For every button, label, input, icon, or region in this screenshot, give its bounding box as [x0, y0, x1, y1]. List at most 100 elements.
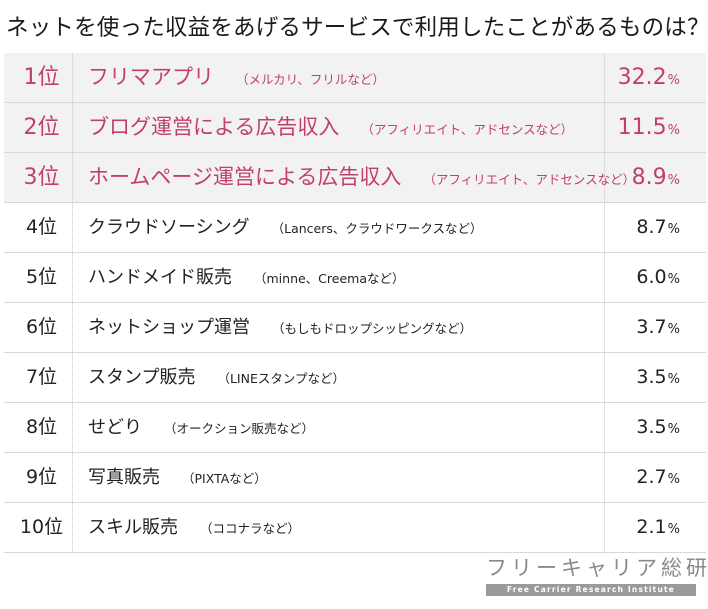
service-examples: （オークション販売など）	[164, 421, 315, 436]
percentage-value: 8.9	[631, 165, 667, 190]
percentage-unit: %	[667, 322, 680, 337]
percentage-cell: 3.5%	[636, 403, 680, 454]
column-divider	[604, 503, 605, 552]
percentage-cell: 2.1%	[636, 503, 680, 554]
column-divider	[72, 453, 73, 502]
rank-label: 5位	[25, 266, 58, 288]
table-row: 8位 せどり （オークション販売など） 3.5%	[4, 403, 706, 453]
rank-label: 8位	[25, 416, 58, 438]
service-cell: クラウドソーシング （Lancers、クラウドワークスなど）	[88, 203, 483, 253]
column-divider	[72, 203, 73, 252]
column-divider	[72, 353, 73, 402]
column-divider	[72, 303, 73, 352]
percentage-cell: 8.9%	[632, 153, 680, 205]
service-name: ホームページ運営による広告収入	[88, 165, 402, 189]
table-row: 6位 ネットショップ運営 （もしもドロップシッピングなど） 3.7%	[4, 303, 706, 353]
service-cell: ネットショップ運営 （もしもドロップシッピングなど）	[88, 303, 472, 353]
service-name: ハンドメイド販売	[88, 267, 232, 288]
service-examples: （メルカリ、フリルなど）	[236, 72, 385, 87]
percentage-value: 32.2	[617, 65, 667, 90]
service-cell: フリマアプリ （メルカリ、フリルなど）	[88, 53, 385, 104]
percentage-unit: %	[667, 272, 680, 287]
table-row: 9位 写真販売 （PIXTAなど） 2.7%	[4, 453, 706, 503]
rank-label: 10位	[19, 516, 64, 538]
service-examples: （アフィリエイト、アドセンスなど）	[361, 122, 574, 137]
table-row: 7位 スタンプ販売 （LINEスタンプなど） 3.5%	[4, 353, 706, 403]
column-divider	[604, 353, 605, 402]
percentage-value: 6.0	[636, 266, 667, 288]
column-divider	[604, 303, 605, 352]
percentage-unit: %	[667, 222, 680, 237]
column-divider	[72, 103, 73, 152]
brand-subtitle: Free Carrier Research Institute	[486, 584, 696, 596]
service-cell: スタンプ販売 （LINEスタンプなど）	[88, 353, 345, 403]
percentage-value: 3.5	[636, 416, 667, 438]
table-row: 3位 ホームページ運営による広告収入 （アフィリエイト、アドセンスなど） 8.9%	[4, 153, 706, 203]
percentage-cell: 2.7%	[636, 453, 680, 504]
percentage-unit: %	[667, 123, 680, 138]
service-examples: （もしもドロップシッピングなど）	[272, 321, 473, 336]
rank-label: 3位	[23, 165, 60, 190]
service-cell: ブログ運営による広告収入 （アフィリエイト、アドセンスなど）	[88, 103, 573, 154]
percentage-cell: 11.5%	[618, 103, 680, 155]
service-name: せどり	[88, 417, 142, 438]
percentage-value: 2.7	[636, 466, 667, 488]
percentage-unit: %	[667, 472, 680, 487]
chart-title: ネットを使った収益をあげるサービスで利用したことがあるものは？	[6, 15, 708, 41]
service-cell: ホームページ運営による広告収入 （アフィリエイト、アドセンスなど）	[88, 153, 635, 204]
service-cell: ハンドメイド販売 （minne、Creemaなど）	[88, 253, 405, 303]
service-name: スキル販売	[88, 517, 178, 538]
column-divider	[72, 253, 73, 302]
table-row: 4位 クラウドソーシング （Lancers、クラウドワークスなど） 8.7%	[4, 203, 706, 253]
brand-logo: フリーキャリア総研 Free Carrier Research Institut…	[486, 552, 708, 596]
percentage-unit: %	[667, 422, 680, 437]
rank-label: 6位	[25, 316, 58, 338]
service-name: スタンプ販売	[88, 367, 196, 388]
percentage-unit: %	[667, 522, 680, 537]
percentage-value: 3.7	[636, 316, 667, 338]
rank-label: 4位	[25, 216, 58, 238]
service-cell: スキル販売 （ココナラなど）	[88, 503, 300, 553]
column-divider	[604, 203, 605, 252]
percentage-value: 8.7	[636, 216, 667, 238]
percentage-cell: 3.7%	[636, 303, 680, 354]
percentage-value: 2.1	[636, 516, 667, 538]
percentage-cell: 8.7%	[636, 203, 680, 254]
column-divider	[72, 403, 73, 452]
service-name: フリマアプリ	[88, 65, 214, 89]
percentage-cell: 32.2%	[618, 53, 680, 105]
column-divider	[604, 453, 605, 502]
table-row: 10位 スキル販売 （ココナラなど） 2.1%	[4, 503, 706, 553]
rank-label: 1位	[23, 65, 60, 90]
service-name: 写真販売	[88, 467, 160, 488]
service-examples: （ココナラなど）	[200, 521, 301, 536]
service-examples: （minne、Creemaなど）	[254, 271, 405, 286]
service-cell: 写真販売 （PIXTAなど）	[88, 453, 267, 503]
service-examples: （Lancers、クラウドワークスなど）	[271, 221, 483, 236]
ranking-table: 1位 フリマアプリ （メルカリ、フリルなど） 32.2% 2位 ブログ運営による広告収入 （…	[4, 53, 706, 553]
rank-label: 7位	[25, 366, 58, 388]
percentage-value: 11.5	[617, 115, 667, 140]
column-divider	[604, 53, 605, 102]
percentage-unit: %	[667, 372, 680, 387]
column-divider	[604, 103, 605, 152]
column-divider	[72, 153, 73, 202]
percentage-cell: 6.0%	[636, 253, 680, 304]
service-cell: せどり （オークション販売など）	[88, 403, 314, 453]
service-name: ネットショップ運営	[88, 317, 250, 338]
column-divider	[604, 253, 605, 302]
rank-label: 9位	[25, 466, 58, 488]
table-row: 2位 ブログ運営による広告収入 （アフィリエイト、アドセンスなど） 11.5%	[4, 103, 706, 153]
brand-name: フリーキャリア総研	[486, 556, 708, 580]
service-examples: （アフィリエイト、アドセンスなど）	[423, 172, 636, 187]
service-name: ブログ運営による広告収入	[88, 115, 340, 139]
table-row: 5位 ハンドメイド販売 （minne、Creemaなど） 6.0%	[4, 253, 706, 303]
percentage-value: 3.5	[636, 366, 667, 388]
percentage-unit: %	[667, 173, 680, 188]
column-divider	[604, 403, 605, 452]
column-divider	[72, 503, 73, 552]
rank-label: 2位	[23, 115, 60, 140]
service-examples: （LINEスタンプなど）	[217, 371, 345, 386]
percentage-cell: 3.5%	[636, 353, 680, 404]
service-name: クラウドソーシング	[88, 217, 250, 238]
